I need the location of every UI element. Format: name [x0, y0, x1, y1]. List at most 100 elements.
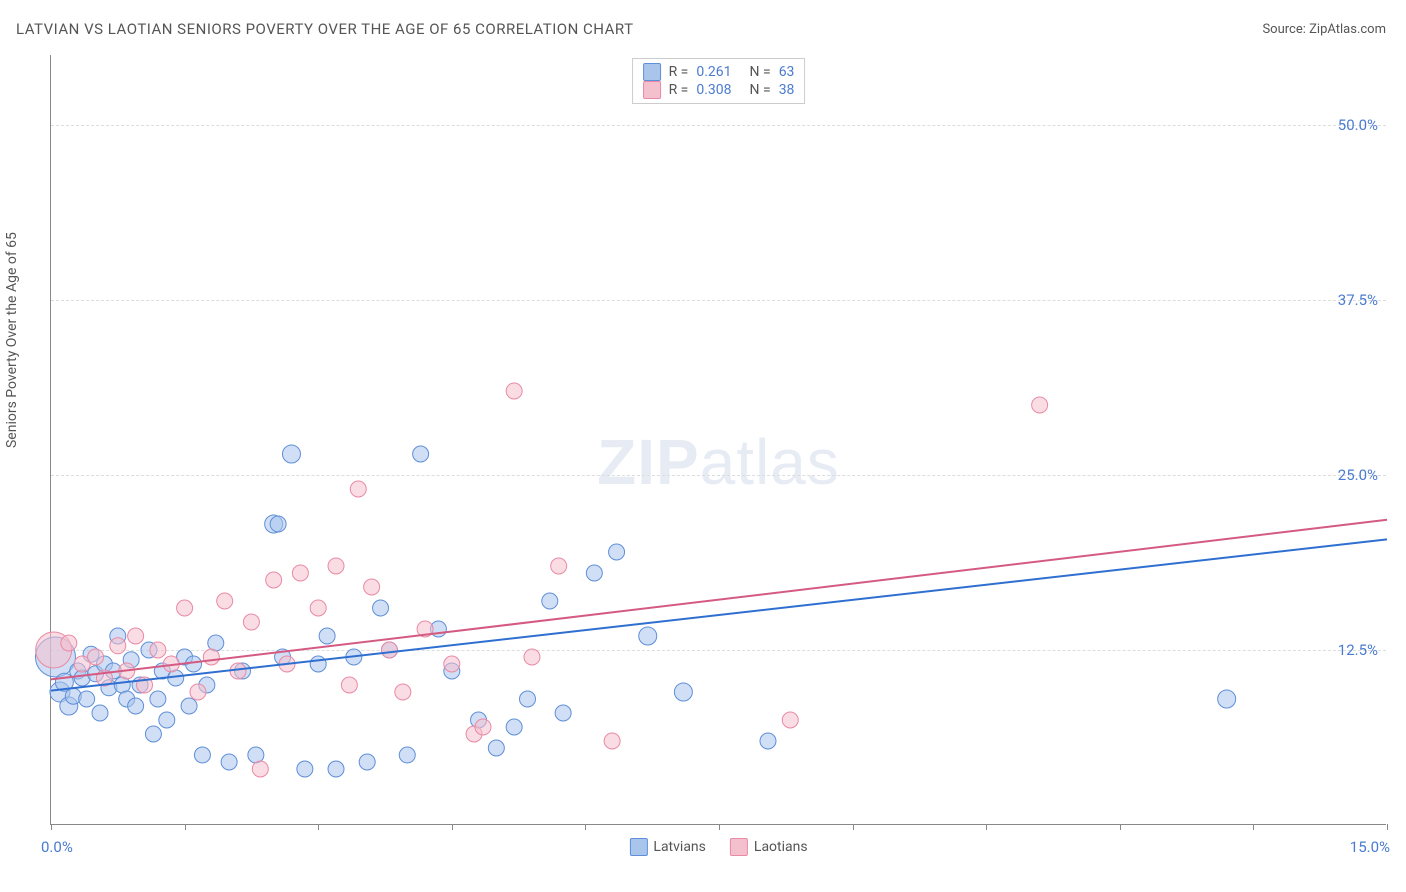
data-point[interactable] [674, 683, 692, 701]
n-value: 63 [779, 64, 795, 80]
data-point[interactable] [586, 565, 602, 581]
x-tick [719, 824, 720, 830]
legend-row: R = 0.308 N = 38 [643, 81, 795, 99]
chart-title: LATVIAN VS LAOTIAN SENIORS POVERTY OVER … [16, 20, 634, 38]
data-point[interactable] [328, 558, 344, 574]
data-point[interactable] [221, 754, 237, 770]
x-tick [318, 824, 319, 830]
data-point[interactable] [150, 691, 166, 707]
legend-swatch [629, 838, 647, 856]
data-point[interactable] [444, 656, 460, 672]
data-point[interactable] [270, 516, 286, 532]
data-point[interactable] [488, 740, 504, 756]
plot-area: ZIPatlas 12.5%25.0%37.5%50.0% 0.0% 15.0%… [50, 55, 1386, 825]
data-point[interactable] [181, 698, 197, 714]
data-point[interactable] [381, 642, 397, 658]
trend-line [51, 520, 1387, 680]
data-point[interactable] [520, 691, 536, 707]
x-axis-min-label: 0.0% [41, 838, 73, 856]
data-point[interactable] [364, 579, 380, 595]
x-tick [185, 824, 186, 830]
r-value: 0.261 [696, 64, 731, 80]
source-attribution: Source: ZipAtlas.com [1262, 22, 1386, 37]
data-point[interactable] [88, 649, 104, 665]
data-point[interactable] [555, 705, 571, 721]
data-point[interactable] [506, 383, 522, 399]
legend-item[interactable]: Latvians [629, 838, 706, 856]
x-tick [1387, 824, 1388, 830]
data-point[interactable] [217, 593, 233, 609]
legend-swatch [643, 81, 661, 99]
data-point[interactable] [395, 684, 411, 700]
data-point[interactable] [128, 698, 144, 714]
data-point[interactable] [399, 747, 415, 763]
data-point[interactable] [319, 628, 335, 644]
legend-swatch [643, 63, 661, 81]
series-legend: Latvians Laotians [629, 838, 807, 856]
data-point[interactable] [609, 544, 625, 560]
data-point[interactable] [551, 558, 567, 574]
data-point[interactable] [1032, 397, 1048, 413]
x-tick [452, 824, 453, 830]
data-point[interactable] [350, 481, 366, 497]
data-point[interactable] [782, 712, 798, 728]
data-point[interactable] [524, 649, 540, 665]
legend-item[interactable]: Laotians [730, 838, 808, 856]
scatter-svg [51, 55, 1386, 824]
data-point[interactable] [282, 445, 300, 463]
data-point[interactable] [194, 747, 210, 763]
data-point[interactable] [145, 726, 161, 742]
source-prefix: Source: [1262, 22, 1305, 37]
data-point[interactable] [252, 761, 268, 777]
data-point[interactable] [328, 761, 344, 777]
data-point[interactable] [359, 754, 375, 770]
data-point[interactable] [92, 705, 108, 721]
data-point[interactable] [542, 593, 558, 609]
legend-row: R = 0.261 N = 63 [643, 63, 795, 81]
r-value: 0.308 [696, 82, 731, 98]
data-point[interactable] [266, 572, 282, 588]
data-point[interactable] [760, 733, 776, 749]
legend-label: Latvians [653, 839, 706, 855]
legend-swatch [730, 838, 748, 856]
data-point[interactable] [203, 649, 219, 665]
x-tick [585, 824, 586, 830]
data-point[interactable] [79, 691, 95, 707]
data-point[interactable] [413, 446, 429, 462]
r-label: R = [669, 64, 689, 80]
data-point[interactable] [292, 565, 308, 581]
x-axis-max-label: 15.0% [1350, 838, 1390, 856]
n-label: N = [750, 82, 771, 98]
data-point[interactable] [128, 628, 144, 644]
data-point[interactable] [341, 677, 357, 693]
data-point[interactable] [150, 642, 166, 658]
x-tick [1120, 824, 1121, 830]
data-point[interactable] [475, 719, 491, 735]
source-link[interactable]: ZipAtlas.com [1309, 22, 1386, 37]
n-value: 38 [779, 82, 795, 98]
data-point[interactable] [297, 761, 313, 777]
correlation-legend: R = 0.261 N = 63 R = 0.308 N = 38 [632, 58, 806, 104]
data-point[interactable] [310, 656, 326, 672]
x-tick [853, 824, 854, 830]
n-label: N = [750, 64, 771, 80]
data-point[interactable] [310, 600, 326, 616]
r-label: R = [669, 82, 689, 98]
data-point[interactable] [177, 600, 193, 616]
legend-label: Laotians [754, 839, 808, 855]
data-point[interactable] [604, 733, 620, 749]
data-point[interactable] [506, 719, 522, 735]
x-tick [51, 824, 52, 830]
y-axis-label: Seniors Poverty Over the Age of 65 [4, 232, 20, 448]
data-point[interactable] [110, 638, 126, 654]
correlation-chart: LATVIAN VS LAOTIAN SENIORS POVERTY OVER … [0, 0, 1406, 892]
data-point[interactable] [159, 712, 175, 728]
data-point[interactable] [190, 684, 206, 700]
data-point[interactable] [1218, 690, 1236, 708]
data-point[interactable] [61, 635, 77, 651]
data-point[interactable] [639, 627, 657, 645]
x-tick [986, 824, 987, 830]
x-tick [1253, 824, 1254, 830]
data-point[interactable] [243, 614, 259, 630]
data-point[interactable] [373, 600, 389, 616]
